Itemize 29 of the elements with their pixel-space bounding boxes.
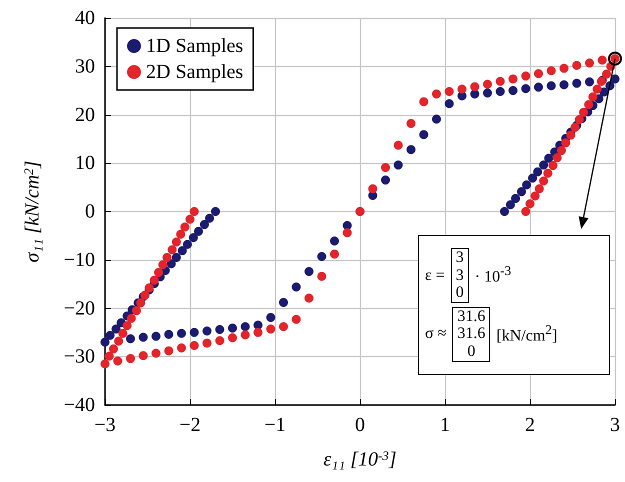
annotation: 0 [467, 342, 476, 361]
x-tick-label: −2 [179, 414, 201, 436]
legend-label: 1D Samples [146, 35, 244, 57]
annotation: ε = [425, 266, 445, 284]
y-tick-label: −40 [64, 394, 95, 416]
y-axis-title: σ₁₁ [kN/cm2] [21, 160, 44, 262]
y-tick-label: 20 [75, 104, 95, 126]
annotation: · 10$^{-3}$ [474, 263, 512, 286]
y-tick-label: 0 [85, 200, 95, 222]
y-tick-label: 10 [75, 152, 95, 174]
annotation: 3 [456, 266, 464, 284]
annotation: 0 [456, 284, 464, 302]
x-tick-label: 2 [525, 414, 535, 436]
x-tick-label: −3 [94, 414, 116, 436]
annotation: 3 [456, 249, 464, 267]
x-tick-label: 1 [440, 414, 450, 436]
annotation: [kN/cm$^{2}$] [496, 322, 558, 346]
annotation: σ ≈ [425, 325, 446, 343]
y-tick-label: 30 [75, 55, 95, 78]
legend-label: 2D Samples [146, 61, 244, 83]
y-tick-label: −10 [64, 248, 95, 271]
y-tick-label: −20 [64, 297, 95, 320]
annotation: 31.6 [457, 308, 486, 326]
x-tick-label: 0 [355, 414, 365, 436]
x-tick-label: −1 [264, 414, 286, 436]
y-tick-label: −30 [64, 346, 95, 368]
x-tick-label: 3 [610, 414, 620, 436]
y-tick-label: 40 [75, 7, 95, 29]
annotation: 31.6 [457, 325, 486, 343]
